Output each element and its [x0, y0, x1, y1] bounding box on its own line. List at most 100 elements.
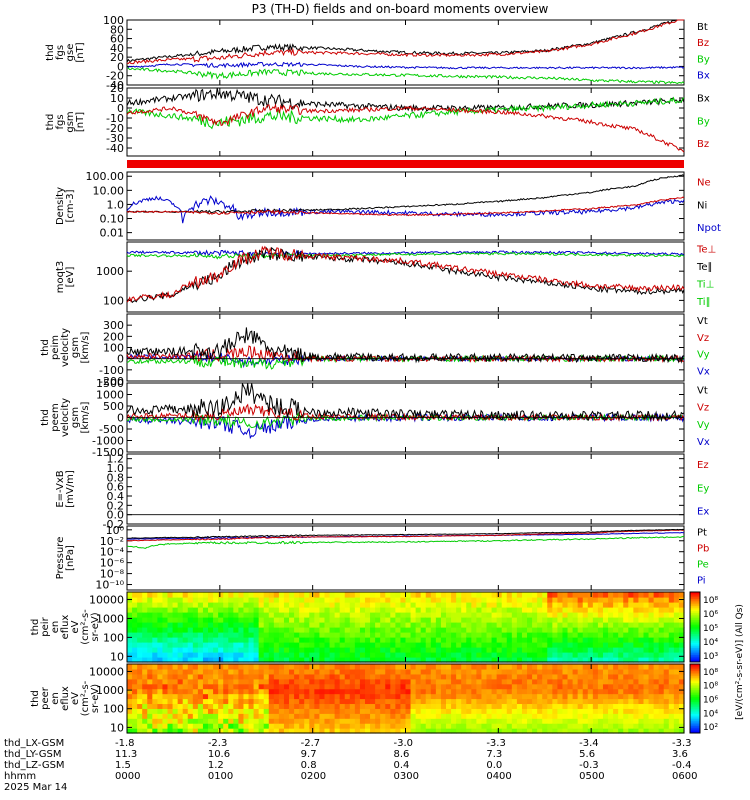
spectrogram-cell	[446, 713, 452, 719]
spectrogram-cell	[359, 728, 366, 734]
spectrogram-cell	[228, 723, 234, 729]
spectrogram-cell	[344, 718, 351, 724]
spectrogram-cell	[142, 602, 148, 608]
spectrogram-cell	[481, 708, 488, 714]
spectrogram-cell	[364, 607, 371, 613]
colorbar-cell	[690, 715, 700, 718]
spectrogram-cell	[648, 688, 655, 695]
spectrogram-cell	[258, 637, 265, 643]
spectrogram-cell	[618, 607, 624, 613]
spectrogram-cell	[127, 592, 133, 598]
spectrogram-cell	[537, 668, 543, 675]
spectrogram-cell	[501, 607, 508, 613]
spectrogram-cell	[197, 723, 204, 729]
spectrogram-cell	[506, 668, 513, 675]
spectrogram-cell	[481, 607, 488, 613]
spectrogram-cell	[648, 708, 655, 714]
spectrogram-cell	[446, 698, 452, 705]
spectrogram-cell	[608, 637, 614, 643]
spectrogram-cell	[187, 627, 194, 633]
spectrogram-cell	[410, 668, 417, 675]
spectrogram-cell	[446, 723, 452, 729]
spectrogram-cell	[653, 688, 660, 695]
spectrogram-cell	[537, 652, 543, 658]
spectrogram-cell	[208, 723, 214, 729]
spectrogram-cell	[663, 683, 670, 690]
spectrogram-cell	[218, 652, 224, 658]
spectrogram-cell	[633, 678, 640, 685]
date-label: 2025 Mar 14	[4, 782, 67, 793]
spectrogram-cell	[613, 693, 619, 700]
spectrogram-cell	[435, 632, 442, 638]
spectrogram-cell	[577, 612, 584, 618]
spectrogram-cell	[283, 592, 290, 598]
y-tick-label: 10000	[89, 594, 124, 607]
spectrogram-cell	[289, 607, 295, 613]
spectrogram-cell	[405, 708, 412, 714]
spectrogram-cell	[162, 703, 169, 709]
spectrogram-cell	[415, 622, 422, 628]
spectrogram-cell	[299, 698, 305, 705]
spectrogram-cell	[537, 647, 543, 653]
spectrogram-cell	[268, 632, 275, 638]
spectrogram-cell	[491, 602, 498, 608]
spectrogram-cell	[243, 688, 250, 695]
spectrogram-cell	[628, 728, 634, 734]
spectrogram-cell	[602, 642, 609, 648]
spectrogram-cell	[466, 668, 472, 675]
spectrogram-cell	[577, 688, 584, 695]
spectrogram-cell	[132, 668, 138, 675]
spectrogram-cell	[400, 708, 407, 714]
spectrogram-cell	[324, 602, 331, 608]
spectrogram-cell	[511, 617, 518, 623]
spectrogram-cell	[623, 673, 629, 680]
spectrogram-cell	[481, 617, 488, 623]
spectrogram-cell	[395, 688, 402, 695]
spectrogram-cell	[132, 678, 138, 685]
spectrogram-cell	[258, 617, 265, 623]
spectrogram-cell	[304, 592, 310, 598]
spectrogram-cell	[415, 698, 422, 705]
spectrogram-cell	[208, 713, 214, 719]
spectrogram-cell	[349, 718, 356, 724]
spectrogram-cell	[420, 657, 427, 663]
spectrogram-cell	[663, 617, 670, 623]
spectrogram-cell	[491, 713, 498, 719]
spectrogram-cell	[633, 668, 640, 675]
spectrogram-cell	[587, 612, 594, 618]
spectrogram-cell	[552, 592, 559, 598]
spectrogram-cell	[359, 622, 366, 628]
spectrogram-cell	[542, 728, 548, 734]
spectrogram-cell	[233, 637, 239, 643]
position-value: -0.3	[579, 760, 599, 771]
spectrogram-cell	[243, 718, 250, 724]
spectrogram-cell	[299, 688, 305, 695]
spectrogram-cell	[572, 708, 579, 714]
spectrogram-cell	[233, 683, 239, 690]
spectrogram-cell	[339, 647, 346, 653]
spectrogram-cell	[127, 718, 133, 724]
spectrogram-cell	[527, 597, 533, 603]
spectrogram-cell	[304, 632, 310, 638]
spectrogram-cell	[451, 683, 457, 690]
spectrogram-cell	[289, 647, 295, 653]
spectrogram-cell	[440, 728, 447, 734]
spectrogram-cell	[643, 612, 650, 618]
spectrogram-cell	[213, 668, 219, 675]
colorbar-tick-label: 10³	[703, 652, 718, 662]
spectrogram-cell	[486, 627, 493, 633]
spectrogram-cell	[147, 718, 153, 724]
spectrogram-cell	[334, 597, 341, 603]
spectrogram-cell	[248, 657, 255, 663]
spectrogram-cell	[613, 592, 619, 598]
spectrogram-cell	[527, 637, 533, 643]
spectrogram-cell	[577, 668, 584, 675]
spectrogram-cell	[278, 647, 285, 653]
y-axis-label: fgs	[55, 114, 66, 129]
spectrogram-cell	[542, 678, 548, 685]
y-tick-label: 10⁻⁸	[100, 568, 125, 581]
spectrogram-cell	[552, 617, 559, 623]
spectrogram-cell	[613, 678, 619, 685]
spectrogram-cell	[501, 688, 508, 695]
spectrogram-cell	[562, 703, 569, 709]
